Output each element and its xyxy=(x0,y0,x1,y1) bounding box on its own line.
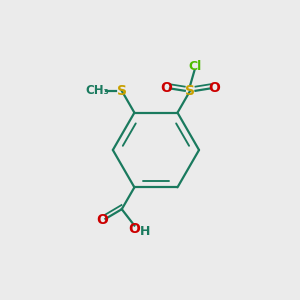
Text: S: S xyxy=(117,84,127,98)
Text: O: O xyxy=(160,81,172,95)
Text: CH₃: CH₃ xyxy=(85,84,109,97)
Text: O: O xyxy=(208,81,220,95)
Text: O: O xyxy=(128,221,140,236)
Text: O: O xyxy=(97,213,108,227)
Text: S: S xyxy=(185,84,195,98)
Text: Cl: Cl xyxy=(188,60,201,73)
Text: H: H xyxy=(140,225,151,238)
